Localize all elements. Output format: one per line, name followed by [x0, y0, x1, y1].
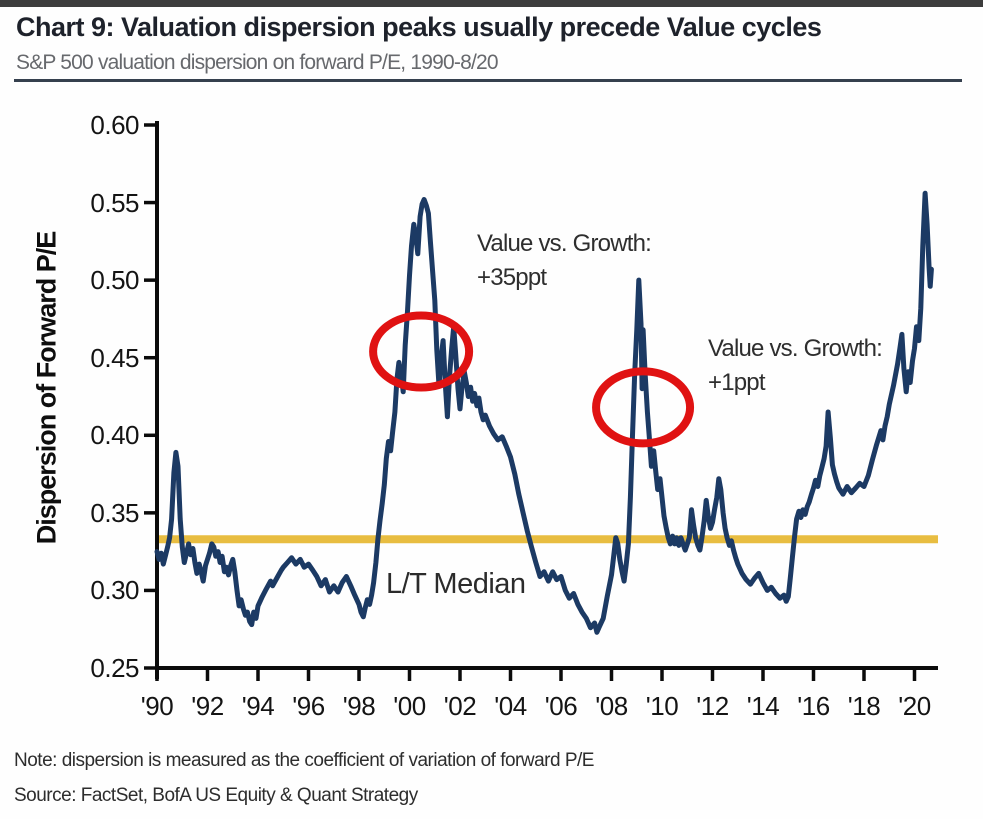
header-divider: [14, 79, 962, 82]
annotation-value-vs-growth-2009: Value vs. Growth: +1ppt: [708, 332, 883, 400]
x-tick-label-'18: '18: [847, 691, 881, 721]
x-tick-label-'10: '10: [645, 691, 679, 721]
y-tick-label-0.55: 0.55: [90, 187, 139, 218]
annotation-line2: +1ppt: [708, 369, 766, 396]
y-tick-label-0.50: 0.50: [90, 265, 139, 296]
x-tick-label-'02: '02: [443, 691, 477, 721]
annotation-line1: Value vs. Growth:: [477, 230, 652, 257]
x-tick-label-'06: '06: [544, 691, 578, 721]
footnote: Note: dispersion is measured as the coef…: [14, 750, 594, 771]
top-window-strip: [0, 0, 983, 7]
y-tick-label-0.40: 0.40: [90, 420, 139, 451]
x-tick-label-'04: '04: [494, 691, 527, 721]
annotation-line2: +35ppt: [477, 264, 547, 291]
y-tick-label-0.25: 0.25: [90, 653, 139, 683]
source-line: Source: FactSet, BofA US Equity & Quant …: [14, 785, 418, 806]
x-tick-label-'96: '96: [292, 691, 325, 721]
median-line-label: L/T Median: [386, 568, 526, 600]
x-tick-label-'08: '08: [595, 691, 628, 721]
y-tick-label-0.60: 0.60: [90, 110, 139, 140]
x-tick-label-'90: '90: [140, 691, 174, 721]
y-tick-label-0.30: 0.30: [90, 575, 139, 606]
y-tick-label-0.45: 0.45: [90, 342, 139, 373]
chart-subtitle: S&P 500 valuation dispersion on forward …: [16, 51, 499, 74]
x-tick-label-'98: '98: [342, 691, 376, 721]
chart-title: Chart 9: Valuation dispersion peaks usua…: [16, 12, 822, 42]
x-tick-label-'16: '16: [797, 691, 830, 721]
x-tick-label-'92: '92: [191, 691, 224, 721]
x-tick-label-'00: '00: [393, 691, 426, 721]
x-tick-label-'14: '14: [746, 691, 780, 721]
x-tick-label-'12: '12: [696, 691, 729, 721]
y-tick-label-0.35: 0.35: [90, 497, 139, 528]
x-tick-label-'20: '20: [898, 691, 931, 721]
annotation-line1: Value vs. Growth:: [708, 335, 883, 362]
annotation-value-vs-growth-2000: Value vs. Growth: +35ppt: [477, 227, 652, 295]
x-tick-label-'94: '94: [241, 691, 275, 721]
